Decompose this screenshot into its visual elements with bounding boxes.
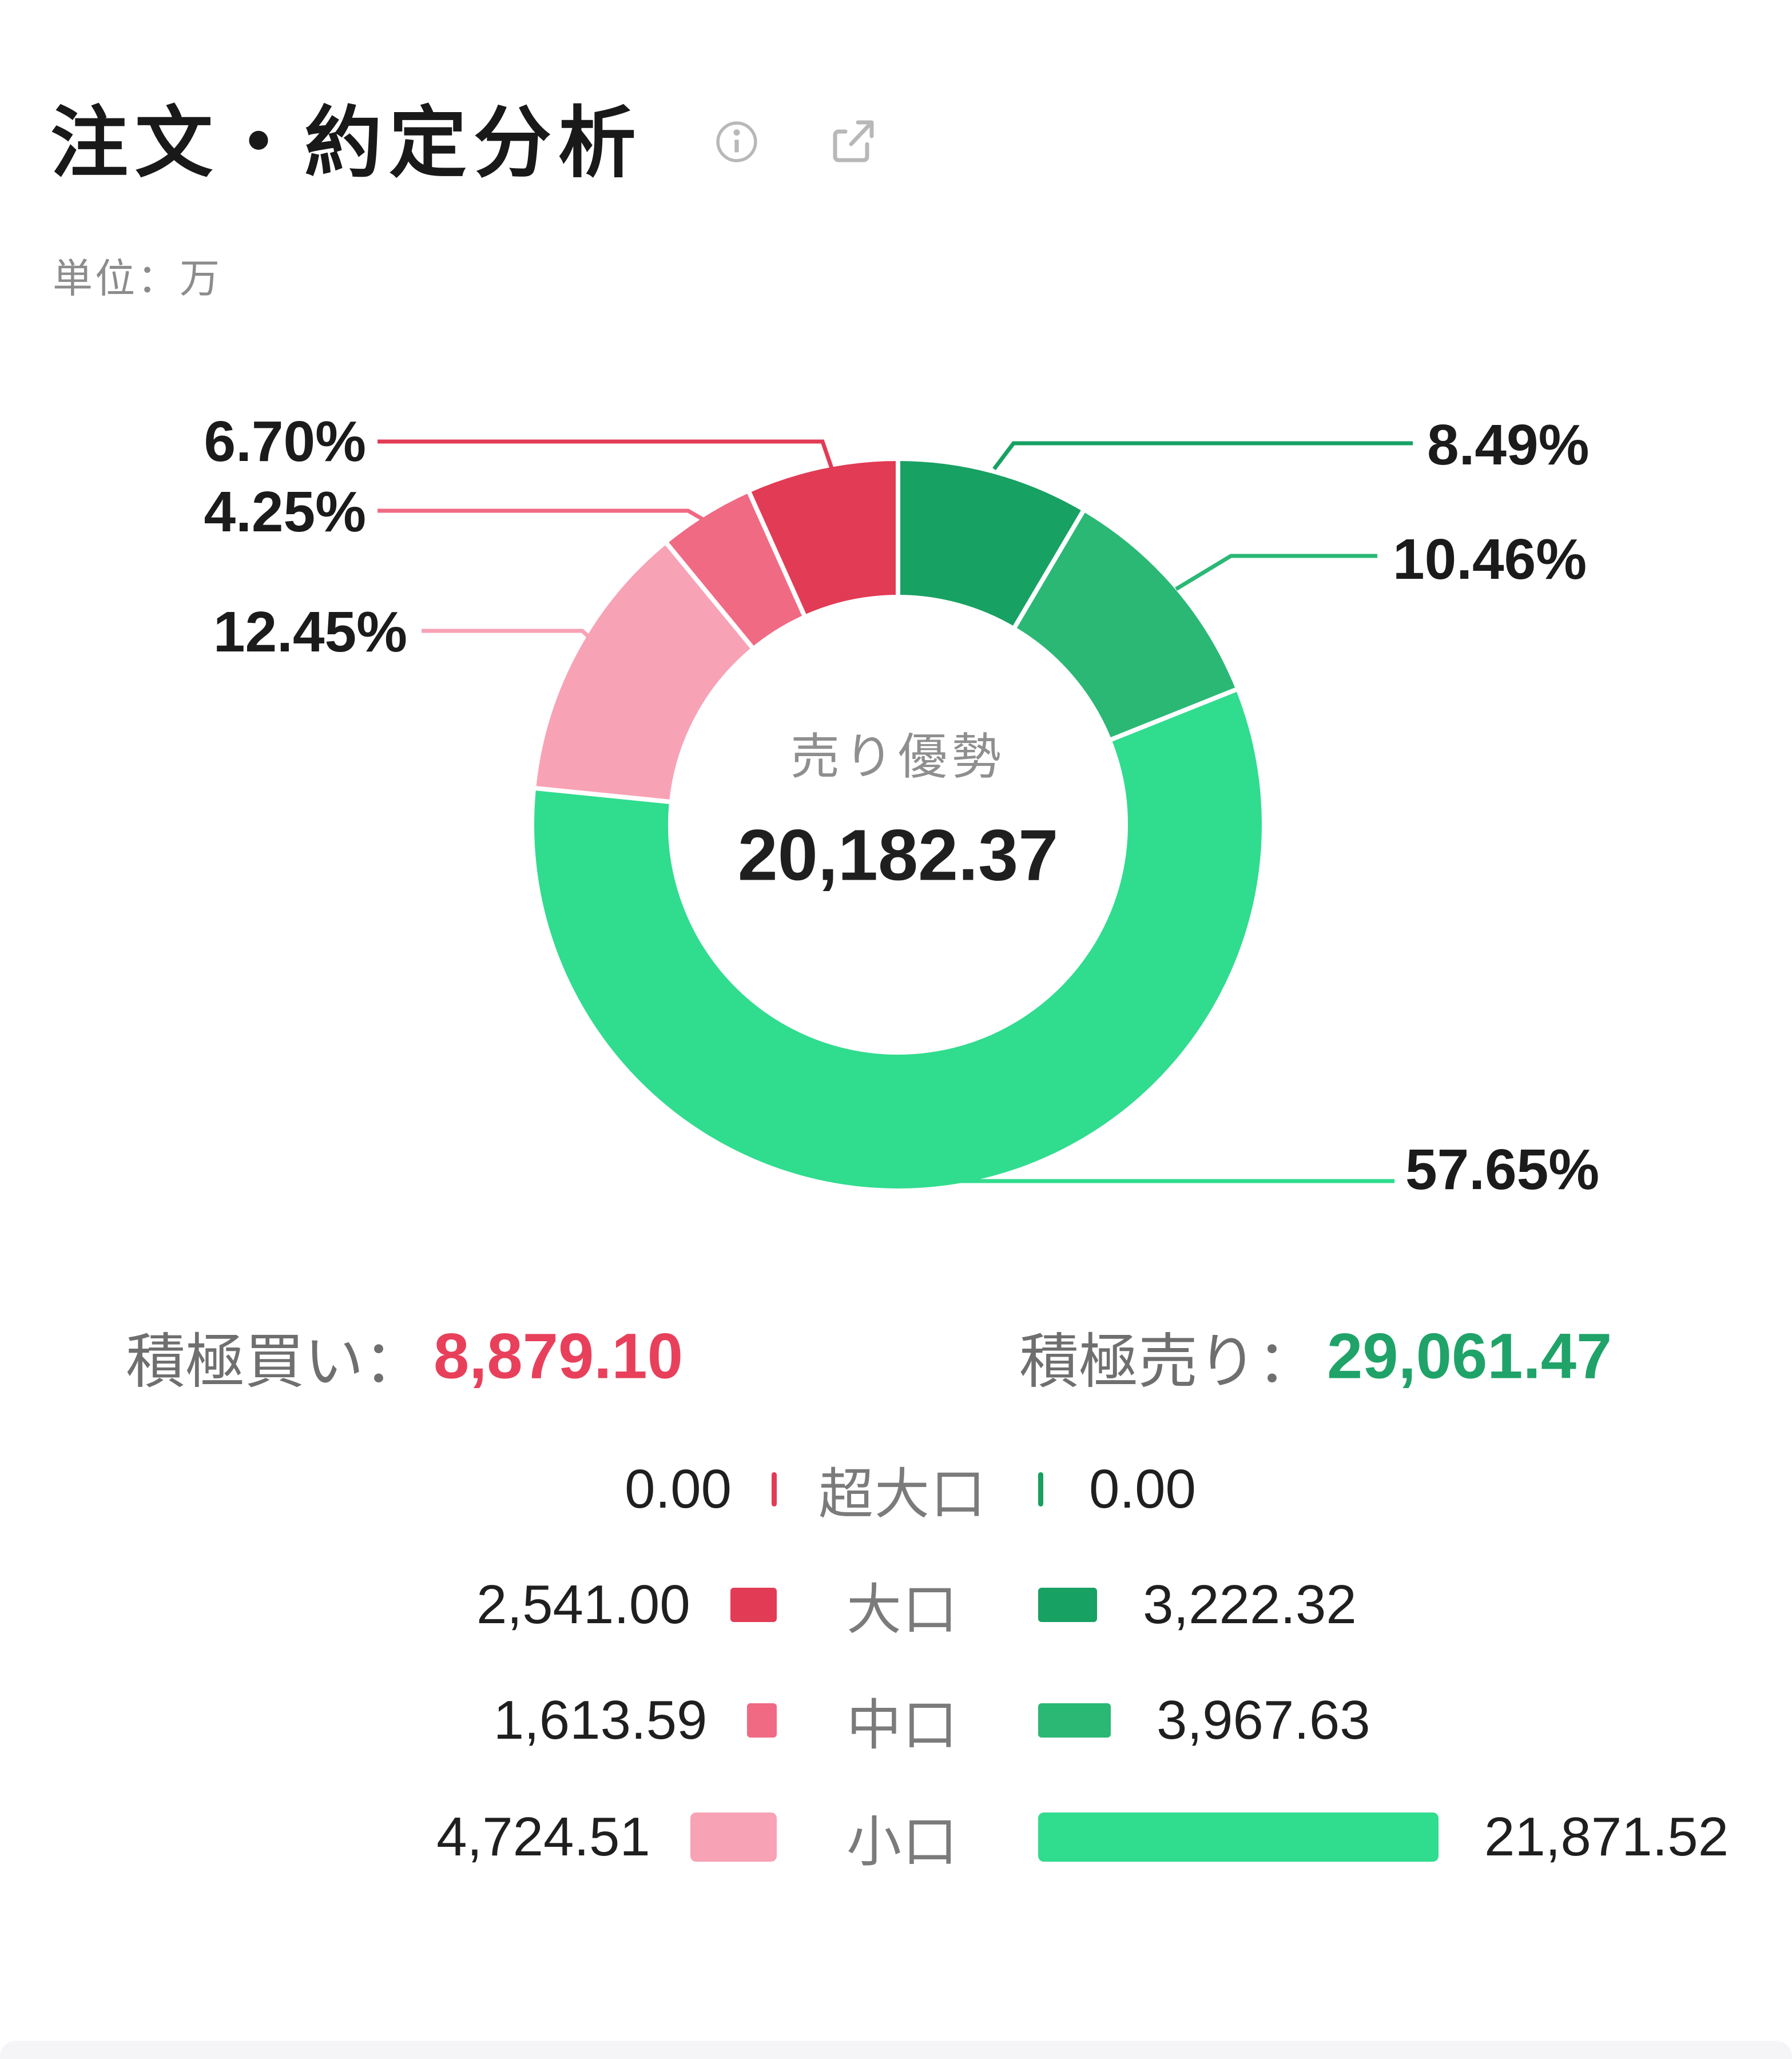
legend-buy-cell: 2,541.00 (476, 1573, 777, 1636)
pct-label-sell-small: 57.65% (1405, 1138, 1600, 1202)
center-total-value: 20,182.37 (737, 814, 1059, 896)
leader-line-buy-small (422, 629, 619, 665)
legend-buy-value: 0.00 (625, 1458, 732, 1520)
aggressive-sell-value: 29,061.47 (1327, 1320, 1612, 1392)
legend-bar-sell-large (1038, 1588, 1098, 1622)
legend-buy-cell: 1,613.59 (494, 1689, 777, 1752)
leader-line-sell-medium (1175, 554, 1377, 591)
donut-segment-buy-large[interactable] (745, 456, 900, 620)
legend-sell-value: 0.00 (1089, 1458, 1196, 1520)
share-icon[interactable] (828, 114, 881, 167)
legend-sell-cell: 3,967.63 (1038, 1689, 1370, 1752)
legend-buy-value: 2,541.00 (476, 1574, 690, 1635)
aggressive-sell-total: 積極売り： 29,061.47 (1019, 1313, 1612, 1400)
legend-sell-cell: 3,222.32 (1038, 1573, 1357, 1636)
leader-line-buy-medium (378, 508, 708, 524)
donut-segment-sell-small[interactable] (529, 686, 1266, 1193)
next-section-edge (0, 2041, 1792, 2059)
legend-bar-sell-xlarge (1038, 1472, 1043, 1507)
pct-label-sell-medium: 10.46% (1393, 527, 1587, 591)
legend-bar-sell-medium (1038, 1703, 1111, 1738)
legend-bar-buy-medium (747, 1703, 777, 1738)
center-status-label: 売り優勢 (790, 729, 1006, 785)
legend-group-label: 超大口 (818, 1464, 987, 1525)
legend-buy-cell: 0.00 (625, 1458, 777, 1521)
legend-bar-buy-xlarge (772, 1472, 777, 1507)
aggressive-buy-value: 8,879.10 (434, 1320, 683, 1392)
legend-sell-value: 21,871.52 (1484, 1806, 1729, 1867)
pct-label-buy-medium: 4.25% (204, 480, 366, 544)
legend-sell-value: 3,967.63 (1157, 1690, 1370, 1751)
legend-sell-value: 3,222.32 (1143, 1574, 1357, 1635)
aggressive-sell-label: 積極売り： (1019, 1329, 1317, 1396)
aggressive-buy-label: 積極買い： (126, 1329, 424, 1396)
info-icon[interactable] (713, 118, 761, 166)
legend-sell-cell: 0.00 (1038, 1458, 1196, 1521)
legend-sell-cell: 21,871.52 (1038, 1806, 1729, 1869)
page-title: 注文・約定分析 (50, 100, 643, 186)
legend-row-medium: 1,613.59 中口 3,967.63 (0, 1680, 1792, 1760)
legend-row-large: 2,541.00 大口 3,222.32 (0, 1565, 1792, 1645)
pct-label-buy-large: 6.70% (204, 410, 366, 474)
legend-buy-value: 1,613.59 (493, 1690, 708, 1751)
unit-note: 単位：万 (53, 256, 222, 301)
legend-row-xlarge: 0.00 超大口 0.00 (0, 1449, 1792, 1529)
legend-bar-sell-small (1038, 1812, 1439, 1862)
legend-buy-cell: 4,724.51 (436, 1806, 777, 1869)
legend-bar-buy-small (690, 1812, 777, 1862)
legend-group-label: 小口 (847, 1811, 959, 1873)
leader-line-sell-small (947, 1154, 1394, 1183)
pct-label-sell-large: 8.49% (1427, 413, 1590, 477)
leader-line-sell-large (992, 441, 1413, 471)
legend-buy-value: 4,724.51 (436, 1806, 650, 1867)
aggressive-buy-total: 積極買い： 8,879.10 (126, 1313, 683, 1400)
donut-segment-buy-small[interactable] (531, 538, 757, 805)
pct-label-buy-small: 12.45% (213, 600, 407, 664)
leader-line-buy-large (378, 439, 837, 478)
legend-group-label: 中口 (847, 1695, 959, 1756)
legend-group-label: 大口 (847, 1579, 959, 1641)
legend-row-small: 4,724.51 小口 21,871.52 (0, 1797, 1792, 1877)
legend-bar-buy-large (730, 1588, 777, 1622)
